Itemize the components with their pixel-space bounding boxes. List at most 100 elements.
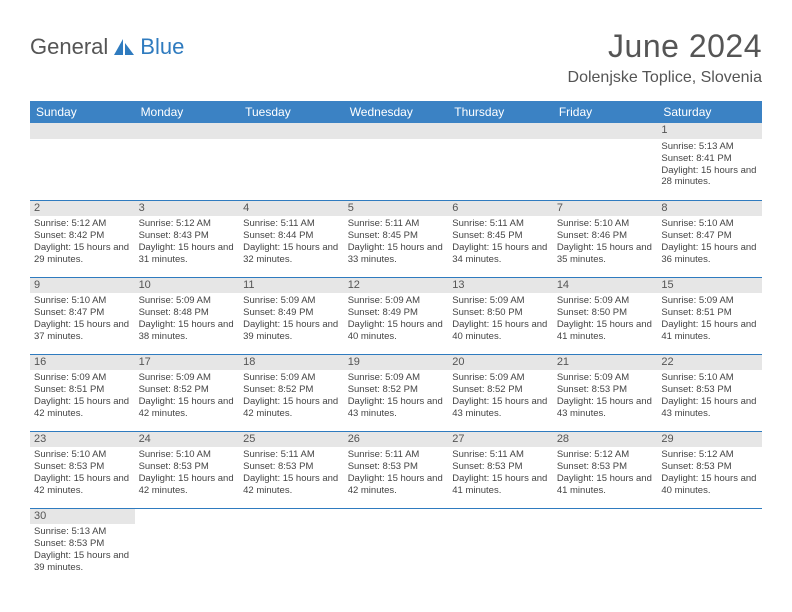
day-number: 3: [135, 201, 240, 217]
col-saturday: Saturday: [657, 101, 762, 123]
day-number: 19: [344, 355, 449, 371]
header: General Blue June 2024 Dolenjske Toplice…: [30, 28, 762, 87]
empty-day-number: [239, 123, 344, 139]
day-number: 27: [448, 432, 553, 448]
calendar-day-cell: [239, 123, 344, 200]
calendar-day-cell: [30, 123, 135, 200]
empty-day-number: [553, 123, 658, 139]
day-number: 1: [657, 123, 762, 139]
day-info: Sunrise: 5:13 AMSunset: 8:41 PMDaylight:…: [661, 141, 758, 189]
empty-day-number: [30, 123, 135, 139]
calendar-day-cell: 9Sunrise: 5:10 AMSunset: 8:47 PMDaylight…: [30, 277, 135, 354]
day-number: 2: [30, 201, 135, 217]
day-number: 21: [553, 355, 658, 371]
day-number: 13: [448, 278, 553, 294]
day-info: Sunrise: 5:10 AMSunset: 8:53 PMDaylight:…: [661, 372, 758, 420]
day-number: 8: [657, 201, 762, 217]
day-info: Sunrise: 5:10 AMSunset: 8:53 PMDaylight:…: [139, 449, 236, 497]
day-info: Sunrise: 5:11 AMSunset: 8:53 PMDaylight:…: [452, 449, 549, 497]
calendar-week-row: 30Sunrise: 5:13 AMSunset: 8:53 PMDayligh…: [30, 508, 762, 585]
calendar-day-cell: 17Sunrise: 5:09 AMSunset: 8:52 PMDayligh…: [135, 354, 240, 431]
day-info: Sunrise: 5:13 AMSunset: 8:53 PMDaylight:…: [34, 526, 131, 574]
day-number: 28: [553, 432, 658, 448]
calendar-week-row: 23Sunrise: 5:10 AMSunset: 8:53 PMDayligh…: [30, 431, 762, 508]
day-number: 26: [344, 432, 449, 448]
day-info: Sunrise: 5:09 AMSunset: 8:48 PMDaylight:…: [139, 295, 236, 343]
brand-part2: Blue: [140, 34, 184, 60]
calendar-week-row: 16Sunrise: 5:09 AMSunset: 8:51 PMDayligh…: [30, 354, 762, 431]
col-sunday: Sunday: [30, 101, 135, 123]
day-info: Sunrise: 5:12 AMSunset: 8:53 PMDaylight:…: [661, 449, 758, 497]
day-info: Sunrise: 5:09 AMSunset: 8:52 PMDaylight:…: [452, 372, 549, 420]
empty-day-number: [448, 123, 553, 139]
calendar-week-row: 9Sunrise: 5:10 AMSunset: 8:47 PMDaylight…: [30, 277, 762, 354]
calendar-day-cell: 14Sunrise: 5:09 AMSunset: 8:50 PMDayligh…: [553, 277, 658, 354]
calendar-table: Sunday Monday Tuesday Wednesday Thursday…: [30, 101, 762, 585]
calendar-day-cell: 12Sunrise: 5:09 AMSunset: 8:49 PMDayligh…: [344, 277, 449, 354]
calendar-week-row: 1 Sunrise: 5:13 AMSunset: 8:41 PMDaylight…: [30, 123, 762, 200]
calendar-day-cell: 6Sunrise: 5:11 AMSunset: 8:45 PMDaylight…: [448, 200, 553, 277]
calendar-day-cell: [657, 508, 762, 585]
day-number: 23: [30, 432, 135, 448]
calendar-day-cell: 19Sunrise: 5:09 AMSunset: 8:52 PMDayligh…: [344, 354, 449, 431]
weekday-header-row: Sunday Monday Tuesday Wednesday Thursday…: [30, 101, 762, 123]
calendar-day-cell: 20Sunrise: 5:09 AMSunset: 8:52 PMDayligh…: [448, 354, 553, 431]
col-tuesday: Tuesday: [239, 101, 344, 123]
calendar-day-cell: 2Sunrise: 5:12 AMSunset: 8:42 PMDaylight…: [30, 200, 135, 277]
day-number: 11: [239, 278, 344, 294]
day-number: 6: [448, 201, 553, 217]
day-info: Sunrise: 5:09 AMSunset: 8:49 PMDaylight:…: [243, 295, 340, 343]
calendar-day-cell: 15Sunrise: 5:09 AMSunset: 8:51 PMDayligh…: [657, 277, 762, 354]
calendar-day-cell: 5Sunrise: 5:11 AMSunset: 8:45 PMDaylight…: [344, 200, 449, 277]
day-info: Sunrise: 5:10 AMSunset: 8:47 PMDaylight:…: [34, 295, 131, 343]
day-info: Sunrise: 5:10 AMSunset: 8:46 PMDaylight:…: [557, 218, 654, 266]
day-info: Sunrise: 5:12 AMSunset: 8:53 PMDaylight:…: [557, 449, 654, 497]
day-number: 4: [239, 201, 344, 217]
calendar-day-cell: 18Sunrise: 5:09 AMSunset: 8:52 PMDayligh…: [239, 354, 344, 431]
calendar-day-cell: 1 Sunrise: 5:13 AMSunset: 8:41 PMDaylight…: [657, 123, 762, 200]
title-block: June 2024 Dolenjske Toplice, Slovenia: [568, 28, 762, 87]
calendar-day-cell: 22Sunrise: 5:10 AMSunset: 8:53 PMDayligh…: [657, 354, 762, 431]
day-info: Sunrise: 5:09 AMSunset: 8:51 PMDaylight:…: [661, 295, 758, 343]
calendar-day-cell: 26Sunrise: 5:11 AMSunset: 8:53 PMDayligh…: [344, 431, 449, 508]
day-number: 25: [239, 432, 344, 448]
day-number: 29: [657, 432, 762, 448]
day-number: 9: [30, 278, 135, 294]
day-number: 5: [344, 201, 449, 217]
day-info: Sunrise: 5:11 AMSunset: 8:53 PMDaylight:…: [348, 449, 445, 497]
brand-part1: General: [30, 34, 108, 60]
calendar-day-cell: 25Sunrise: 5:11 AMSunset: 8:53 PMDayligh…: [239, 431, 344, 508]
brand-sail-icon: [112, 37, 136, 57]
calendar-day-cell: 24Sunrise: 5:10 AMSunset: 8:53 PMDayligh…: [135, 431, 240, 508]
calendar-day-cell: 29Sunrise: 5:12 AMSunset: 8:53 PMDayligh…: [657, 431, 762, 508]
calendar-day-cell: [239, 508, 344, 585]
day-info: Sunrise: 5:09 AMSunset: 8:52 PMDaylight:…: [243, 372, 340, 420]
day-info: Sunrise: 5:11 AMSunset: 8:45 PMDaylight:…: [348, 218, 445, 266]
empty-day-number: [135, 123, 240, 139]
day-number: 14: [553, 278, 658, 294]
calendar-day-cell: 11Sunrise: 5:09 AMSunset: 8:49 PMDayligh…: [239, 277, 344, 354]
col-thursday: Thursday: [448, 101, 553, 123]
calendar-day-cell: 10Sunrise: 5:09 AMSunset: 8:48 PMDayligh…: [135, 277, 240, 354]
day-info: Sunrise: 5:12 AMSunset: 8:43 PMDaylight:…: [139, 218, 236, 266]
day-info: Sunrise: 5:12 AMSunset: 8:42 PMDaylight:…: [34, 218, 131, 266]
day-number: 20: [448, 355, 553, 371]
calendar-week-row: 2Sunrise: 5:12 AMSunset: 8:42 PMDaylight…: [30, 200, 762, 277]
calendar-day-cell: 30Sunrise: 5:13 AMSunset: 8:53 PMDayligh…: [30, 508, 135, 585]
day-number: 7: [553, 201, 658, 217]
calendar-day-cell: [344, 123, 449, 200]
day-info: Sunrise: 5:09 AMSunset: 8:53 PMDaylight:…: [557, 372, 654, 420]
day-info: Sunrise: 5:11 AMSunset: 8:53 PMDaylight:…: [243, 449, 340, 497]
day-number: 12: [344, 278, 449, 294]
calendar-day-cell: 23Sunrise: 5:10 AMSunset: 8:53 PMDayligh…: [30, 431, 135, 508]
calendar-day-cell: [448, 508, 553, 585]
day-info: Sunrise: 5:11 AMSunset: 8:44 PMDaylight:…: [243, 218, 340, 266]
calendar-day-cell: 4Sunrise: 5:11 AMSunset: 8:44 PMDaylight…: [239, 200, 344, 277]
location: Dolenjske Toplice, Slovenia: [568, 69, 762, 87]
col-wednesday: Wednesday: [344, 101, 449, 123]
day-number: 17: [135, 355, 240, 371]
calendar-day-cell: 27Sunrise: 5:11 AMSunset: 8:53 PMDayligh…: [448, 431, 553, 508]
calendar-day-cell: [553, 508, 658, 585]
calendar-day-cell: 13Sunrise: 5:09 AMSunset: 8:50 PMDayligh…: [448, 277, 553, 354]
day-number: 15: [657, 278, 762, 294]
